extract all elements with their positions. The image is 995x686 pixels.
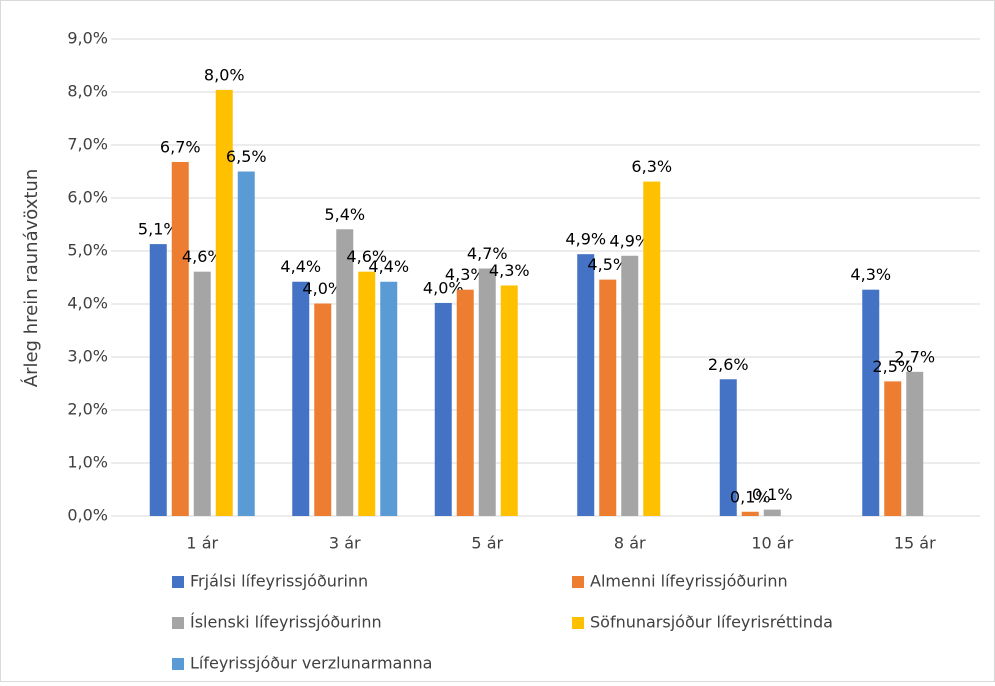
bar — [478, 268, 496, 516]
data-label: 4,7% — [467, 244, 508, 263]
bar — [456, 289, 474, 516]
data-label: 6,3% — [631, 157, 672, 176]
data-label: 6,7% — [160, 137, 201, 156]
data-label: 4,6% — [346, 247, 387, 266]
bar — [237, 171, 255, 516]
bar — [434, 302, 452, 516]
bar — [599, 279, 617, 516]
y-tick-label: 6,0% — [67, 188, 108, 207]
data-label: 4,0% — [302, 279, 343, 298]
bar — [884, 381, 902, 516]
legend-swatch — [572, 576, 584, 588]
bar — [149, 244, 167, 517]
data-label: 2,5% — [872, 357, 913, 376]
data-label: 8,0% — [204, 65, 245, 84]
bar — [193, 271, 211, 516]
bar — [862, 289, 880, 516]
legend-swatch — [172, 617, 184, 629]
bar — [500, 285, 518, 516]
y-tick-label: 4,0% — [67, 294, 108, 313]
legend-label: Almenni lífeyrissjóðurinn — [590, 572, 788, 591]
bar — [763, 509, 781, 516]
x-tick-label: 15 ár — [894, 534, 936, 553]
bar — [906, 371, 924, 516]
y-axis-label: Árleg hrein raunávöxtun — [20, 169, 42, 387]
data-label: 4,9% — [609, 231, 650, 250]
bar — [741, 511, 759, 516]
data-label: 0,1% — [752, 485, 793, 504]
x-tick-label: 1 ár — [186, 534, 218, 553]
data-label: 4,4% — [280, 257, 321, 276]
legend-swatch — [572, 617, 584, 629]
bar — [336, 229, 354, 516]
legend-label: Lífeyrissjóður verzlunarmanna — [190, 654, 432, 673]
data-label: 4,4% — [368, 257, 409, 276]
data-label: 2,6% — [708, 355, 749, 374]
data-label: 2,7% — [894, 347, 935, 366]
data-label: 5,4% — [324, 205, 365, 224]
x-tick-label: 10 ár — [751, 534, 793, 553]
data-label: 4,3% — [850, 265, 891, 284]
x-tick-label: 5 ár — [471, 534, 503, 553]
bar — [314, 303, 332, 516]
legend-swatch — [172, 658, 184, 670]
data-label: 5,1% — [138, 220, 179, 239]
data-label: 4,3% — [445, 265, 486, 284]
data-label: 4,0% — [423, 278, 464, 297]
y-tick-label: 0,0% — [67, 506, 108, 525]
y-tick-label: 2,0% — [67, 400, 108, 419]
bar — [719, 379, 737, 516]
bar — [358, 271, 376, 516]
bar — [643, 181, 661, 516]
y-tick-label: 9,0% — [67, 29, 108, 48]
bar — [215, 89, 233, 516]
y-tick-label: 8,0% — [67, 82, 108, 101]
x-tick-label: 8 ár — [614, 534, 646, 553]
bar — [577, 254, 595, 516]
bar — [621, 255, 639, 516]
legend-label: Söfnunarsjóður lífeyrisréttinda — [590, 613, 833, 632]
data-label: 6,5% — [226, 147, 267, 166]
data-label: 4,6% — [182, 247, 223, 266]
legend-label: Íslenski lífeyrissjóðurinn — [190, 613, 382, 632]
legend-label: Frjálsi lífeyrissjóðurinn — [190, 572, 368, 591]
x-tick-label: 3 ár — [329, 534, 361, 553]
y-tick-label: 5,0% — [67, 241, 108, 260]
bar — [171, 161, 189, 516]
data-label: 4,3% — [489, 261, 530, 280]
bar — [380, 281, 398, 516]
data-label: 4,9% — [565, 230, 606, 249]
y-tick-label: 1,0% — [67, 453, 108, 472]
bar — [292, 281, 310, 516]
y-tick-label: 7,0% — [67, 135, 108, 154]
data-label: 0,1% — [730, 487, 771, 506]
y-tick-label: 3,0% — [67, 347, 108, 366]
data-label: 4,5% — [587, 255, 628, 274]
legend-swatch — [172, 576, 184, 588]
